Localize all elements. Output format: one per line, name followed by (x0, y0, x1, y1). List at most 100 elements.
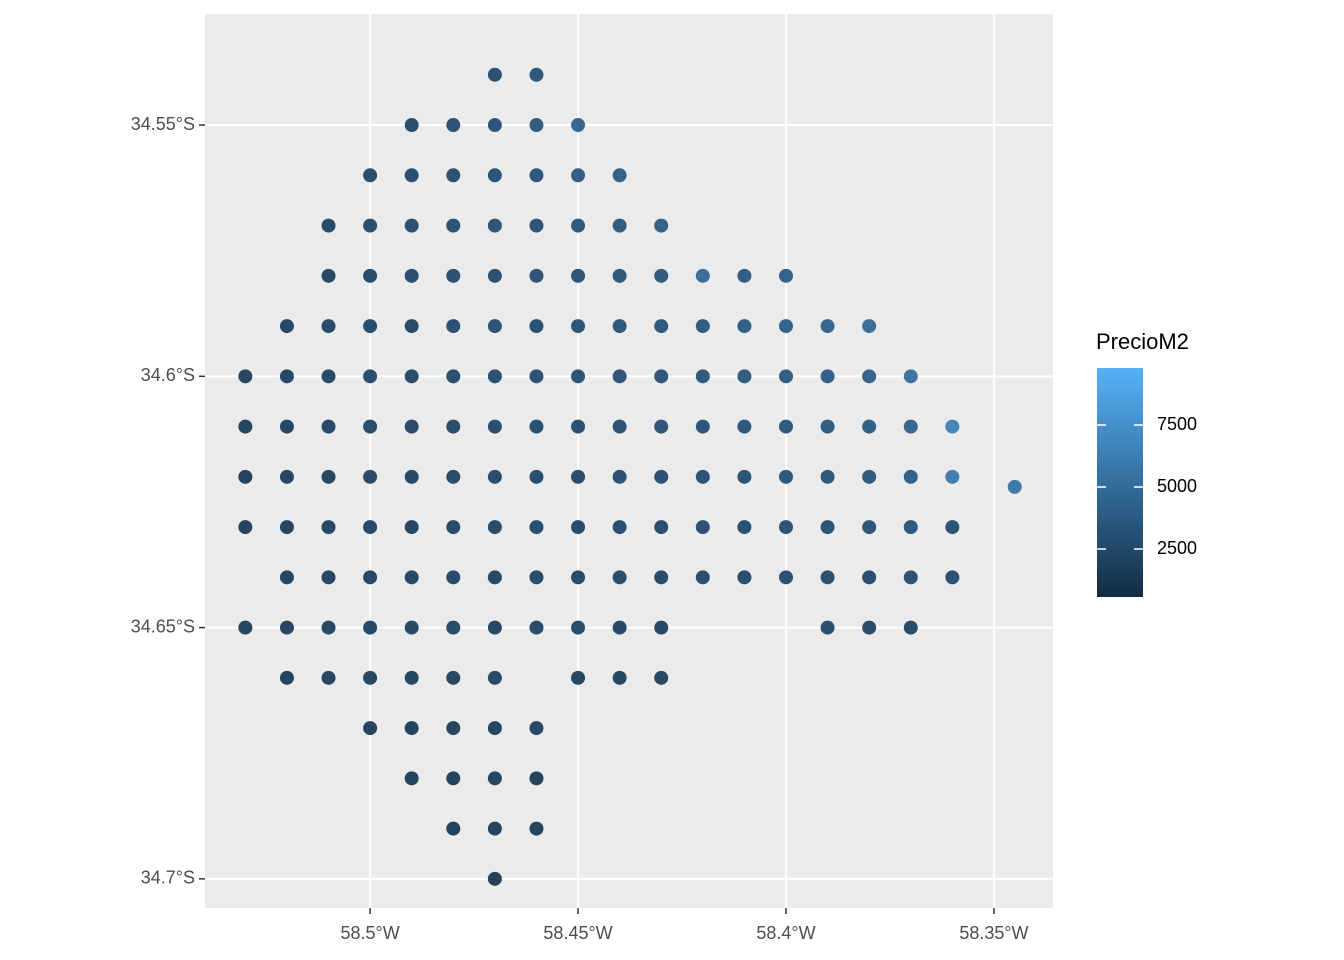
data-point (363, 520, 378, 535)
data-point (778, 469, 793, 484)
data-point (654, 319, 669, 334)
data-point (571, 168, 586, 183)
y-tick-label: 34.7°S (141, 868, 195, 888)
data-point (571, 570, 586, 585)
data-point (238, 520, 253, 535)
data-point (612, 369, 627, 384)
data-point (737, 520, 752, 535)
data-point (945, 570, 960, 585)
data-point (1007, 479, 1022, 494)
data-point (571, 419, 586, 434)
data-point (321, 570, 336, 585)
data-point (612, 218, 627, 233)
data-point (487, 67, 502, 82)
data-point (571, 369, 586, 384)
data-point (321, 369, 336, 384)
data-point (654, 570, 669, 585)
data-point (695, 469, 710, 484)
data-point (820, 469, 835, 484)
data-point (612, 570, 627, 585)
data-point (238, 620, 253, 635)
data-point (529, 520, 544, 535)
data-point (820, 319, 835, 334)
data-point (654, 670, 669, 685)
data-point (238, 469, 253, 484)
data-point (363, 670, 378, 685)
data-point (654, 419, 669, 434)
data-point (571, 319, 586, 334)
data-point (404, 419, 419, 434)
data-point (529, 721, 544, 736)
data-point (487, 520, 502, 535)
data-point (737, 268, 752, 283)
data-point (778, 570, 793, 585)
data-point (446, 771, 461, 786)
data-point (487, 821, 502, 836)
data-point (238, 419, 253, 434)
data-point (279, 469, 294, 484)
data-point (571, 670, 586, 685)
data-point (612, 670, 627, 685)
colorbar (1097, 368, 1143, 597)
data-point (363, 469, 378, 484)
data-point (820, 570, 835, 585)
data-point (363, 721, 378, 736)
data-point (363, 218, 378, 233)
data-point (404, 520, 419, 535)
data-point (363, 620, 378, 635)
data-point (820, 369, 835, 384)
data-point (487, 469, 502, 484)
data-point (321, 670, 336, 685)
data-point (487, 721, 502, 736)
panel-background (205, 14, 1053, 908)
data-point (695, 570, 710, 585)
data-point (862, 520, 877, 535)
data-point (321, 469, 336, 484)
colorbar-label: 2500 (1157, 538, 1197, 558)
data-point (945, 419, 960, 434)
data-point (945, 520, 960, 535)
data-point (903, 419, 918, 434)
colorbar-label: 5000 (1157, 476, 1197, 496)
data-point (487, 118, 502, 133)
data-point (654, 620, 669, 635)
data-point (404, 168, 419, 183)
data-point (612, 620, 627, 635)
data-point (612, 168, 627, 183)
data-point (778, 268, 793, 283)
data-point (446, 268, 461, 283)
data-point (778, 520, 793, 535)
data-point (363, 168, 378, 183)
data-point (695, 268, 710, 283)
data-point (321, 520, 336, 535)
data-point (654, 520, 669, 535)
data-point (903, 469, 918, 484)
data-point (529, 67, 544, 82)
data-point (903, 620, 918, 635)
data-point (404, 218, 419, 233)
data-point (654, 369, 669, 384)
data-point (279, 570, 294, 585)
data-point (571, 218, 586, 233)
data-point (903, 369, 918, 384)
data-point (571, 118, 586, 133)
data-point (571, 469, 586, 484)
data-point (363, 268, 378, 283)
data-point (612, 520, 627, 535)
data-point (404, 721, 419, 736)
data-point (820, 620, 835, 635)
data-point (695, 369, 710, 384)
data-point (571, 268, 586, 283)
data-point (529, 620, 544, 635)
data-point (321, 319, 336, 334)
x-tick-label: 58.45°W (543, 923, 612, 943)
data-point (529, 118, 544, 133)
data-point (238, 369, 253, 384)
data-point (529, 771, 544, 786)
x-tick-label: 58.5°W (340, 923, 399, 943)
data-point (571, 520, 586, 535)
data-point (529, 570, 544, 585)
data-point (279, 419, 294, 434)
data-point (654, 268, 669, 283)
y-tick-label: 34.65°S (131, 616, 195, 636)
